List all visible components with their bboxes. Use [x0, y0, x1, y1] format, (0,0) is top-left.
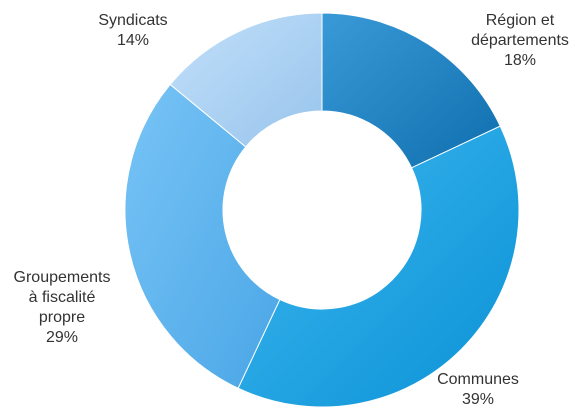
slice-label-2: Groupements à fiscalité propre 29%: [14, 269, 111, 346]
slice-name-line-2-2: propre: [39, 309, 85, 326]
slice-value-label-2: 29%: [46, 329, 78, 346]
slice-value-label-0: 18%: [504, 52, 536, 69]
slice-label-1: Communes 39%: [437, 371, 519, 407]
slices-layer: [124, 12, 520, 407]
slice-value-label-1: 39%: [462, 391, 494, 407]
slice-value-label-3: 14%: [117, 32, 149, 49]
slice-name-line-2-1: à fiscalité: [29, 289, 96, 306]
slice-name-line-3-0: Syndicats: [98, 12, 167, 29]
slice-label-3: Syndicats 14%: [98, 12, 167, 49]
slice-name-line-0-1: départements: [471, 32, 569, 49]
donut-slice-3: [169, 12, 323, 148]
slice-label-0: Région et départements 18%: [471, 12, 569, 69]
slice-name-line-0-0: Région et: [486, 12, 555, 29]
donut-slice-2: [124, 83, 281, 389]
slice-name-line-1-0: Communes: [437, 371, 519, 388]
labels-layer: Région et départements 18% Communes 39% Group…: [14, 12, 569, 407]
slice-name-line-2-0: Groupements: [14, 269, 111, 286]
donut-slice-0: [321, 12, 501, 169]
donut-slice-1: [237, 125, 520, 407]
